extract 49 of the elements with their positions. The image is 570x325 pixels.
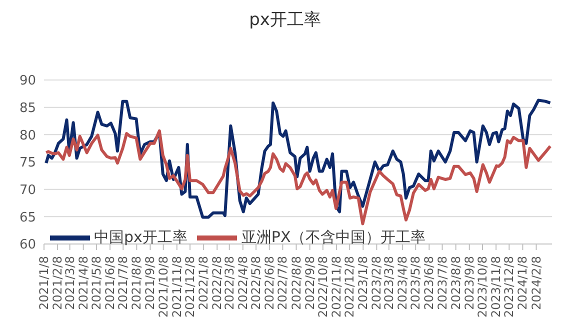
x-tick-label: 2022/11/8 bbox=[329, 256, 344, 318]
x-tick-label: 2021/7/8 bbox=[116, 256, 130, 310]
y-tick-label: 90 bbox=[19, 74, 36, 89]
x-tick-label: 2023/1/8 bbox=[356, 256, 370, 310]
x-tick-label: 2024/1/8 bbox=[516, 256, 530, 310]
x-tick-label: 2024/2/8 bbox=[529, 256, 544, 310]
x-tick-label: 2023/8/8 bbox=[448, 256, 463, 310]
x-tick-label: 2022/12/8 bbox=[342, 256, 357, 318]
x-tick-label: 2022/5/8 bbox=[249, 256, 264, 310]
x-tick-label: 2022/7/8 bbox=[276, 256, 290, 310]
x-tick-label: 2021/4/8 bbox=[76, 256, 90, 310]
x-tick-label: 2021/2/8 bbox=[50, 256, 65, 310]
line-series bbox=[44, 129, 552, 226]
x-tick-label: 2023/11/8 bbox=[489, 256, 504, 318]
x-tick-label: 2022/9/8 bbox=[302, 256, 317, 310]
x-tick-label: 2022/2/8 bbox=[210, 256, 224, 310]
x-tick-label: 2023/9/8 bbox=[462, 256, 476, 310]
y-tick-label: 70 bbox=[19, 182, 36, 198]
x-tick-label: 2022/1/8 bbox=[196, 256, 211, 310]
x-tick-label: 2021/5/8 bbox=[89, 256, 104, 310]
x-tick-label: 2023/4/8 bbox=[395, 256, 410, 310]
x-tick-label: 2021/1/8 bbox=[37, 256, 51, 310]
y-tick-label: 80 bbox=[19, 128, 36, 144]
x-tick-label: 2023/7/8 bbox=[435, 256, 450, 310]
x-tick-label: 2023/5/8 bbox=[408, 256, 423, 310]
y-tick-label: 75 bbox=[19, 156, 36, 171]
x-tick-label: 2023/3/8 bbox=[382, 256, 396, 310]
x-tick-label: 2022/10/8 bbox=[316, 256, 330, 318]
x-tick-label: 2023/12/8 bbox=[502, 256, 516, 318]
x-tick-label: 2023/2/8 bbox=[370, 256, 384, 310]
x-tick-label: 2023/6/8 bbox=[422, 256, 436, 310]
y-tick-label: 65 bbox=[19, 210, 36, 226]
legend-label: 亚洲PX（不含中国）开工率 bbox=[241, 228, 426, 246]
x-tick-label: 2023/10/8 bbox=[475, 256, 490, 318]
x-tick-label: 2021/9/8 bbox=[143, 256, 158, 310]
x-tick-label: 2021/3/8 bbox=[62, 256, 77, 310]
x-tick-label: 2021/11/8 bbox=[170, 256, 184, 318]
x-tick-label: 2022/4/8 bbox=[236, 256, 250, 310]
y-tick-label: 85 bbox=[19, 100, 36, 116]
y-tick-label: 60 bbox=[19, 238, 36, 253]
x-tick-label: 2022/6/8 bbox=[262, 256, 277, 310]
legend-label: 中国px开工率 bbox=[94, 228, 188, 246]
chart-title: px开工率 bbox=[248, 9, 322, 31]
x-tick-label: 2021/12/8 bbox=[183, 256, 198, 318]
x-tick-label: 2022/3/8 bbox=[222, 256, 236, 310]
x-tick-label: 2022/8/8 bbox=[289, 256, 304, 310]
x-tick-label: 2021/8/8 bbox=[130, 256, 144, 310]
x-tick-label: 2021/10/8 bbox=[156, 256, 170, 318]
x-tick-label: 2021/6/8 bbox=[103, 256, 118, 310]
